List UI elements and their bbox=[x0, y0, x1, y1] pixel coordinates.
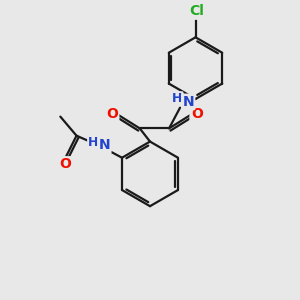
Text: N: N bbox=[182, 95, 194, 109]
Text: O: O bbox=[106, 107, 118, 121]
Text: O: O bbox=[191, 107, 203, 121]
Text: H: H bbox=[88, 136, 99, 149]
Text: H: H bbox=[172, 92, 182, 106]
Text: Cl: Cl bbox=[190, 4, 204, 19]
Text: O: O bbox=[59, 158, 71, 172]
Text: N: N bbox=[99, 138, 110, 152]
